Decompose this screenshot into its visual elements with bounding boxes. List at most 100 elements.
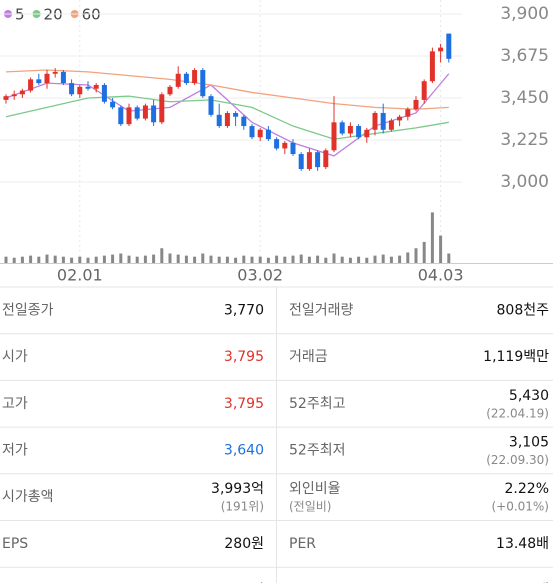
candle-body [389, 120, 394, 129]
candle-body [438, 48, 443, 52]
volume-bar [341, 257, 344, 263]
candle-body [332, 122, 337, 150]
volume-bar [406, 252, 409, 263]
y-tick-label: 3,675 [500, 46, 549, 66]
candle-body [373, 113, 378, 130]
cell-sub: (191위) [221, 500, 264, 514]
candle-body [168, 87, 173, 94]
candle-body [217, 115, 222, 126]
candle-body [299, 154, 304, 169]
candle-body [405, 109, 410, 116]
candle-body [225, 113, 230, 126]
candle-body [127, 107, 132, 124]
y-tick-label: 3,225 [500, 130, 549, 150]
candle-body [422, 81, 427, 100]
cell-label: 전일거래량 [289, 302, 354, 318]
volume-bar [46, 255, 49, 263]
candle-body [291, 143, 296, 154]
cell-label: EPS [2, 536, 28, 552]
volume-bar [226, 257, 229, 263]
volume-bar [177, 255, 180, 263]
candle-body [233, 113, 238, 117]
candle-body [102, 85, 107, 102]
candle-body [53, 72, 58, 74]
candle-body [340, 122, 345, 133]
volume-bar [447, 254, 450, 263]
volume-bar [431, 212, 434, 263]
candle-body [200, 70, 205, 96]
cell-sublabel: (전일비) [289, 500, 331, 514]
volume-bar [382, 255, 385, 263]
volume-bar [144, 256, 147, 263]
candle-body [77, 87, 82, 94]
candle-body [356, 126, 361, 137]
candle-body [414, 100, 419, 109]
candle-body [61, 72, 66, 83]
volume-bar [259, 257, 262, 263]
candle-body [192, 70, 197, 83]
cell-sub: (22.09.30) [486, 453, 549, 467]
cell-label: 고가 [2, 396, 28, 412]
cell-label: 전일종가 [2, 302, 54, 318]
volume-bar [316, 256, 319, 263]
candle-body [176, 74, 181, 87]
cell-label: 52주최고 [289, 396, 346, 412]
candle-body [28, 79, 33, 90]
volume-bar [357, 257, 360, 263]
volume-bar [251, 257, 254, 263]
volume-bar [324, 258, 327, 263]
candle-body [315, 152, 320, 167]
cell-value: 280원 [224, 536, 264, 552]
candle-body [184, 74, 189, 83]
volume-bar [128, 256, 131, 263]
x-tick-label: 04.03 [418, 266, 464, 285]
volume-bar [390, 257, 393, 263]
volume-bar [234, 258, 237, 263]
volume-bar [78, 257, 81, 263]
volume-bar [119, 254, 122, 263]
volume-bar [87, 258, 90, 263]
candle-body [118, 107, 123, 124]
candle-body [110, 102, 115, 108]
volume-bar [218, 257, 221, 263]
candle-body [151, 106, 156, 123]
cell-value: 5,430 [509, 388, 549, 404]
candle-body [323, 150, 328, 167]
candle-body [348, 126, 353, 133]
volume-bar [70, 258, 73, 263]
cell-value: 1,119백만 [483, 349, 549, 365]
volume-bar [95, 257, 98, 263]
candle-body [381, 113, 386, 130]
volume-bar [365, 258, 368, 263]
candle-body [69, 83, 74, 94]
candle-body [135, 107, 140, 118]
candle-body [282, 143, 287, 149]
candle-body [430, 51, 435, 81]
volume-bar [423, 242, 426, 263]
candle-body [274, 139, 279, 148]
cell-label: PER [289, 536, 316, 552]
cell-value: 3,640 [224, 442, 264, 458]
cell-value: 3,770 [224, 302, 264, 318]
volume-bar [136, 257, 139, 263]
cell-value: 808천주 [497, 302, 550, 318]
volume-bar [349, 258, 352, 263]
candle-body [143, 106, 148, 119]
volume-bar [54, 256, 57, 263]
cell-value: 2.22% [505, 481, 549, 497]
volume-bar [201, 254, 204, 263]
volume-bar [185, 256, 188, 263]
volume-bar [37, 257, 40, 263]
cell-label: 외인비율 [289, 481, 341, 497]
volume-bar [21, 257, 24, 263]
candle-body [4, 96, 9, 100]
cell-label: 시가총액 [2, 489, 54, 505]
volume-bar [160, 248, 163, 263]
y-tick-label: 3,450 [500, 88, 549, 108]
volume-bar [13, 258, 16, 263]
cell-sub: (+0.01%) [491, 500, 549, 514]
volume-bar [439, 236, 442, 263]
candle-body [258, 130, 263, 137]
candle-body [45, 74, 50, 83]
